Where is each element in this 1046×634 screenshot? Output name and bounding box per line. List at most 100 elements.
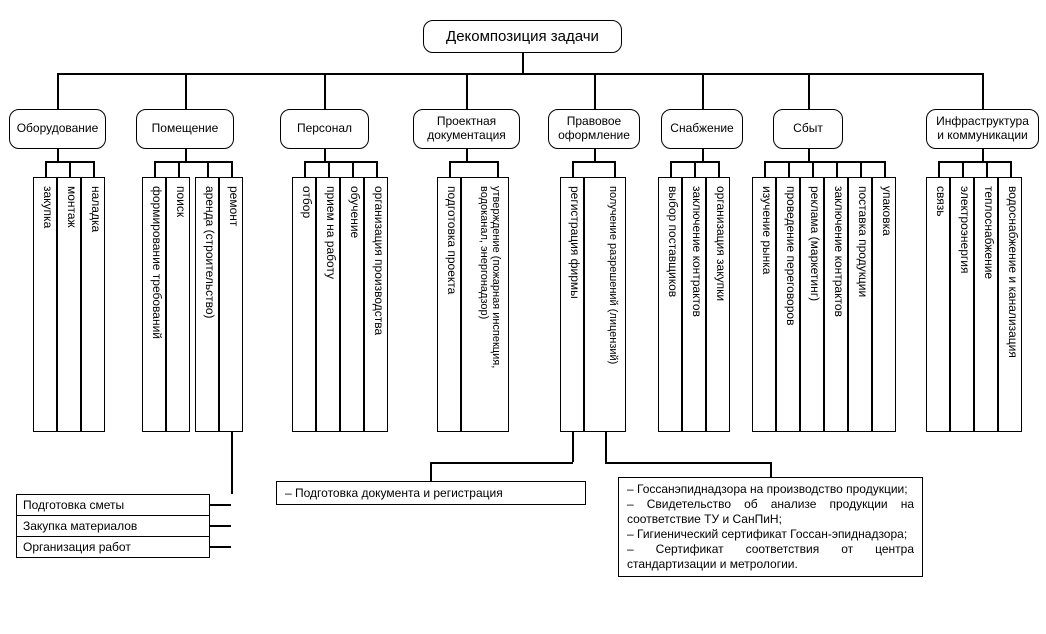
leaf-label: наладка	[89, 186, 102, 232]
leaf-label: реклама (маркетинг)	[808, 186, 821, 301]
connector	[45, 161, 47, 177]
leaf-label: водоснабжение и канализация	[1006, 186, 1019, 358]
leaf-label: выбор поставщиков	[666, 186, 679, 297]
leaf: упаковка	[872, 177, 896, 432]
connector	[702, 73, 704, 109]
category-equipment: Оборудование	[9, 109, 106, 149]
category-label: Инфраструктура и коммуникации	[936, 115, 1029, 143]
connector	[93, 161, 95, 177]
note-line: – Госсанэпиднадзора на производство прод…	[627, 482, 914, 497]
leaf: монтаж	[57, 177, 81, 432]
leaf: водоснабжение и канализация	[998, 177, 1022, 432]
connector	[57, 149, 59, 161]
connector	[812, 161, 814, 177]
leaf-label: проведение переговоров	[784, 186, 797, 325]
sublist-item: Закупка материалов	[17, 516, 209, 537]
connector	[220, 504, 231, 506]
connector	[770, 462, 772, 477]
leaf: теплоснабжение	[974, 177, 998, 432]
note-line: – Свидетельство об анализе продукции на …	[627, 497, 914, 527]
note-text: – Подготовка документа и регистрация	[285, 486, 503, 501]
leaf: реклама (маркетинг)	[800, 177, 824, 432]
connector	[572, 432, 574, 462]
reg-note: – Подготовка документа и регистрация	[276, 481, 586, 505]
leaf-label: упаковка	[880, 186, 893, 236]
connector	[808, 73, 810, 109]
leaf-label: поставка продукции	[856, 186, 869, 297]
connector	[324, 73, 326, 109]
leaf-label: аренда (строительство)	[203, 186, 216, 319]
connector	[594, 149, 596, 161]
leaf-remont: ремонт	[219, 177, 243, 432]
connector	[986, 161, 988, 177]
connector	[860, 161, 862, 177]
leaf-label: организация закупки	[714, 186, 727, 301]
leaf-label: отбор	[300, 186, 313, 218]
connector	[884, 161, 886, 177]
leaf: отбор	[292, 177, 316, 432]
connector	[764, 161, 766, 177]
leaf-label: закупка	[41, 186, 54, 228]
leaf-label: утверждение (пожарная инспекция, водокан…	[478, 186, 502, 426]
leaf: организация производства	[364, 177, 388, 432]
connector	[522, 53, 524, 73]
connector	[764, 161, 884, 163]
leaf: прием на работу	[316, 177, 340, 432]
connector	[982, 149, 984, 161]
connector	[207, 161, 209, 177]
connector	[449, 161, 451, 177]
note-line: – Сертификат соответствия от центра стан…	[627, 542, 914, 572]
leaf: связь	[926, 177, 950, 432]
connector	[210, 546, 220, 548]
connector	[154, 161, 156, 177]
connector	[185, 73, 187, 109]
connector	[962, 161, 964, 177]
connector	[1010, 161, 1012, 177]
connector	[185, 149, 187, 161]
remont-sublist: Подготовка сметы Закупка материалов Орга…	[16, 494, 210, 558]
leaf: подготовка проекта	[437, 177, 461, 432]
leaf: изучение рынка	[752, 177, 776, 432]
connector	[808, 149, 810, 161]
leaf-label: поиск	[174, 186, 187, 217]
license-note: – Госсанэпиднадзора на производство прод…	[618, 477, 923, 577]
leaf: заключение контрактов	[682, 177, 706, 432]
leaf-label: регистрация фирмы	[568, 186, 581, 299]
root-node: Декомпозиция задачи	[423, 20, 622, 53]
sublist-item: Организация работ	[17, 537, 209, 557]
connector	[788, 161, 790, 177]
category-infrastructure: Инфраструктура и коммуникации	[926, 109, 1039, 149]
category-label: Персонал	[297, 122, 352, 136]
connector	[497, 161, 499, 177]
leaf: формирование требований	[142, 177, 166, 432]
leaf-label: подготовка проекта	[445, 186, 458, 294]
connector	[304, 161, 306, 177]
leaf-label: заключение контрактов	[690, 186, 703, 317]
connector	[328, 161, 330, 177]
leaf: аренда (строительство)	[195, 177, 219, 432]
leaf: утверждение (пожарная инспекция, водокан…	[461, 177, 509, 432]
leaf-label: обучение	[348, 186, 361, 238]
connector	[231, 432, 233, 494]
leaf: заключение контрактов	[824, 177, 848, 432]
category-label: Снабжение	[670, 122, 733, 136]
connector	[938, 161, 1010, 163]
connector	[938, 161, 940, 177]
sublist-item: Подготовка сметы	[17, 495, 209, 516]
leaf-label: электроэнергия	[958, 186, 971, 273]
connector	[449, 161, 497, 163]
leaf: закупка	[33, 177, 57, 432]
connector	[614, 161, 616, 177]
connector	[57, 73, 982, 75]
connector	[572, 161, 614, 163]
leaf: обучение	[340, 177, 364, 432]
connector	[718, 161, 720, 177]
connector	[154, 161, 231, 163]
connector	[670, 161, 672, 177]
leaf-label: организация производства	[372, 186, 385, 335]
category-sales: Сбыт	[773, 109, 843, 149]
category-docs: Проектная документация	[413, 109, 520, 149]
leaf-label: теплоснабжение	[982, 186, 995, 279]
leaf-label: монтаж	[65, 186, 78, 228]
connector	[430, 462, 573, 464]
